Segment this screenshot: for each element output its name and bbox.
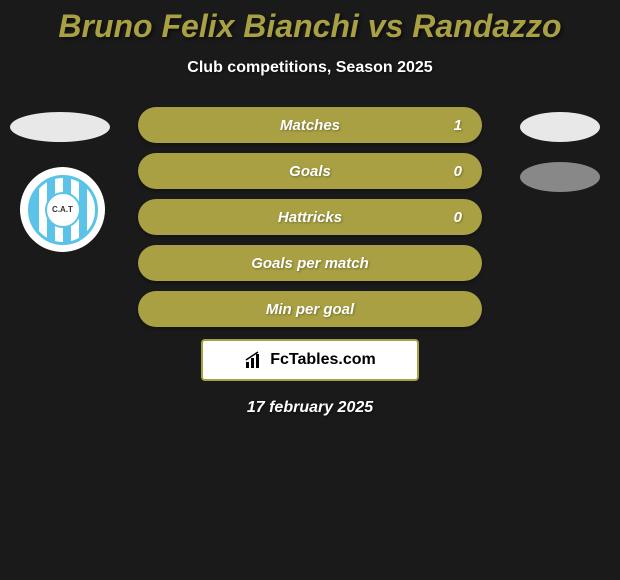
stats-container: Matches 1 Goals 0 Hattricks 0 Goals per … — [138, 107, 482, 327]
stat-value: 1 — [454, 117, 462, 134]
stat-label: Goals — [289, 163, 331, 180]
stat-label: Min per goal — [266, 301, 354, 318]
date-text: 17 february 2025 — [0, 399, 620, 417]
branding-box: FcTables.com — [201, 339, 419, 381]
branding-text: FcTables.com — [270, 351, 376, 369]
page-title: Bruno Felix Bianchi vs Randazzo — [0, 0, 620, 45]
player2-placeholder-icon — [520, 112, 600, 142]
team2-placeholder-icon — [520, 162, 600, 192]
stat-value: 0 — [454, 209, 462, 226]
stat-label: Goals per match — [251, 255, 369, 272]
stat-row-goals: Goals 0 — [138, 153, 482, 189]
content-area: C.A.T Matches 1 Goals 0 Hattricks 0 Goal… — [0, 107, 620, 417]
stat-row-matches: Matches 1 — [138, 107, 482, 143]
team1-badge-text: C.A.T — [45, 192, 81, 228]
stat-label: Matches — [280, 117, 340, 134]
stat-row-goals-per-match: Goals per match — [138, 245, 482, 281]
team1-badge: C.A.T — [20, 167, 105, 252]
player1-placeholder-icon — [10, 112, 110, 142]
stat-row-hattricks: Hattricks 0 — [138, 199, 482, 235]
stat-label: Hattricks — [278, 209, 342, 226]
stat-value: 0 — [454, 163, 462, 180]
stat-row-min-per-goal: Min per goal — [138, 291, 482, 327]
subtitle: Club competitions, Season 2025 — [0, 59, 620, 77]
chart-icon — [244, 350, 264, 370]
